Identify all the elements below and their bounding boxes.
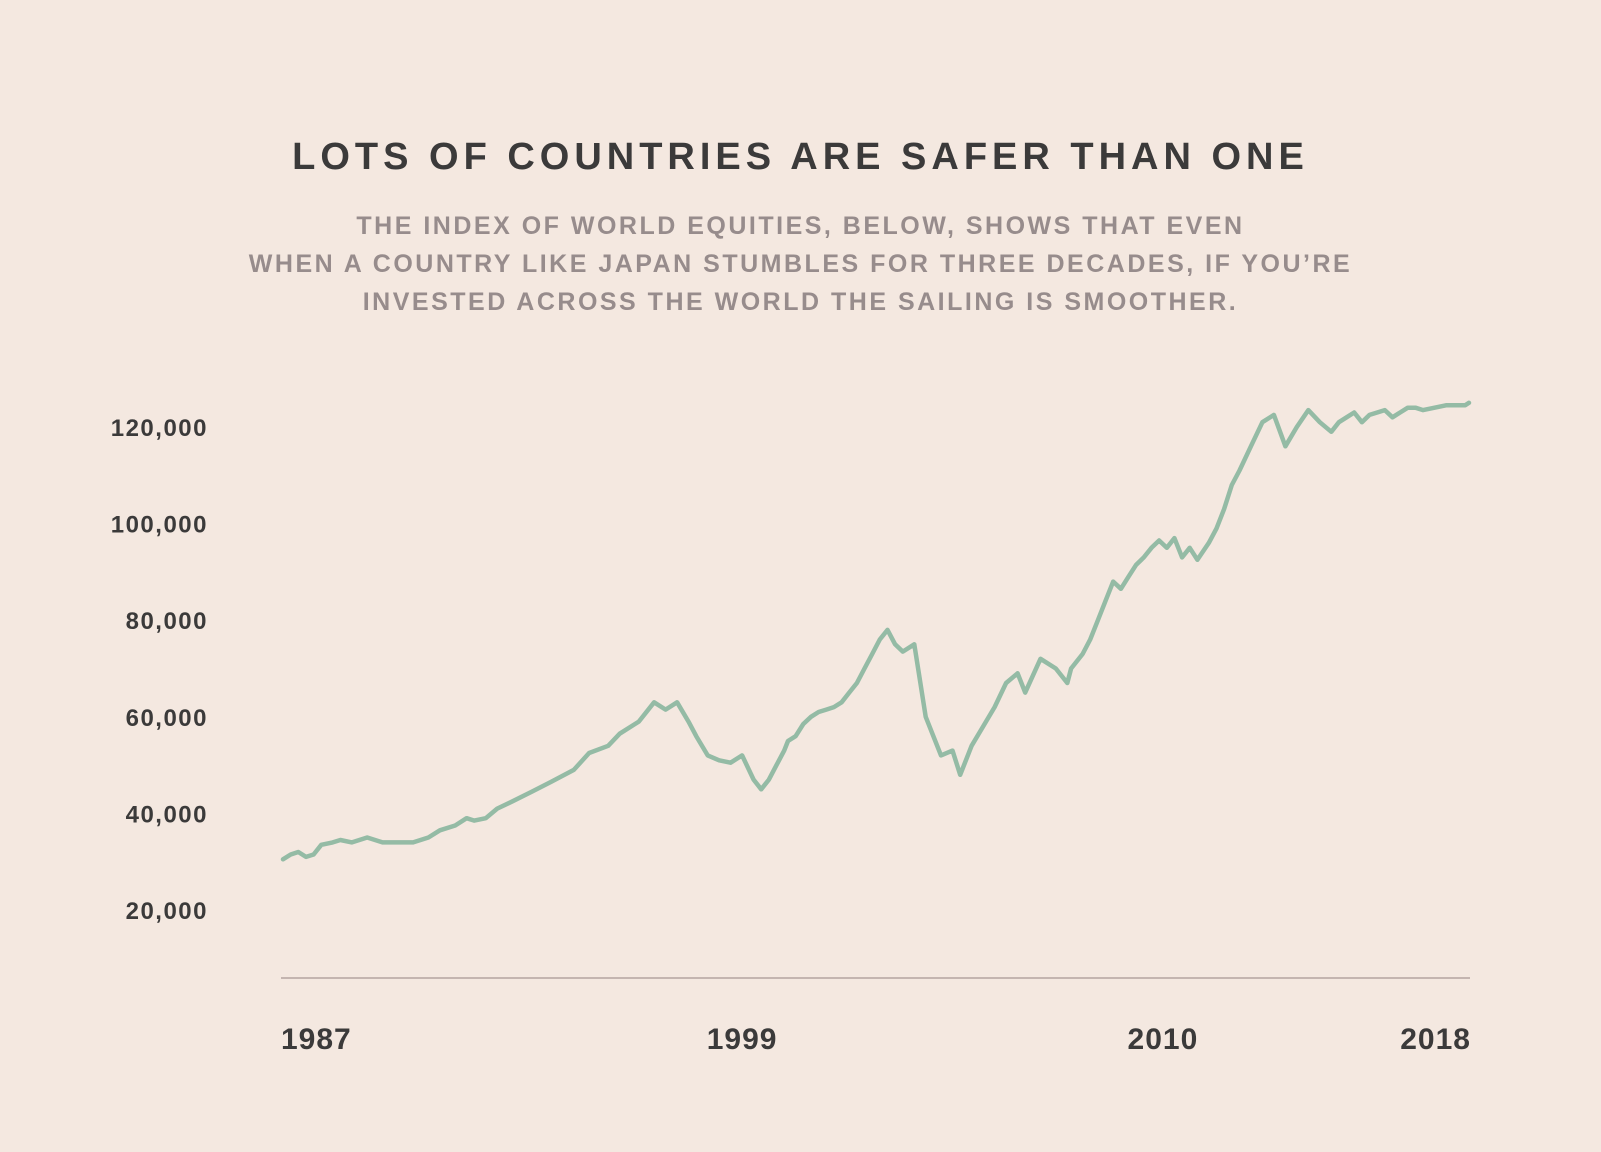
y-tick-label: 120,000 — [111, 415, 208, 442]
y-tick-label: 20,000 — [126, 898, 208, 925]
x-tick-label: 1999 — [707, 1023, 778, 1056]
y-tick-label: 80,000 — [126, 608, 208, 635]
chart-title: LOTS OF COUNTRIES ARE SAFER THAN ONE — [292, 136, 1309, 178]
x-tick-label: 1987 — [281, 1023, 352, 1056]
chart-subtitle: THE INDEX OF WORLD EQUITIES, BELOW, SHOW… — [0, 207, 1601, 321]
y-tick-label: 60,000 — [126, 705, 208, 732]
x-tick-label: 2018 — [1400, 1023, 1471, 1056]
subtitle-line-2: WHEN A COUNTRY LIKE JAPAN STUMBLES FOR T… — [248, 250, 1353, 278]
y-axis-ticks: 120,000 100,000 80,000 60,000 40,000 20,000 — [111, 415, 208, 925]
y-tick-label: 100,000 — [111, 512, 208, 539]
y-tick-label: 40,000 — [126, 801, 208, 828]
x-tick-label: 2010 — [1128, 1023, 1199, 1056]
series-line-world-equities — [280, 400, 1472, 862]
subtitle-line-1: THE INDEX OF WORLD EQUITIES, BELOW, SHOW… — [356, 212, 1245, 240]
x-axis-ticks: 1987 1999 2010 2018 — [281, 1023, 1471, 1056]
subtitle-line-3: INVESTED ACROSS THE WORLD THE SAILING IS… — [362, 288, 1239, 316]
